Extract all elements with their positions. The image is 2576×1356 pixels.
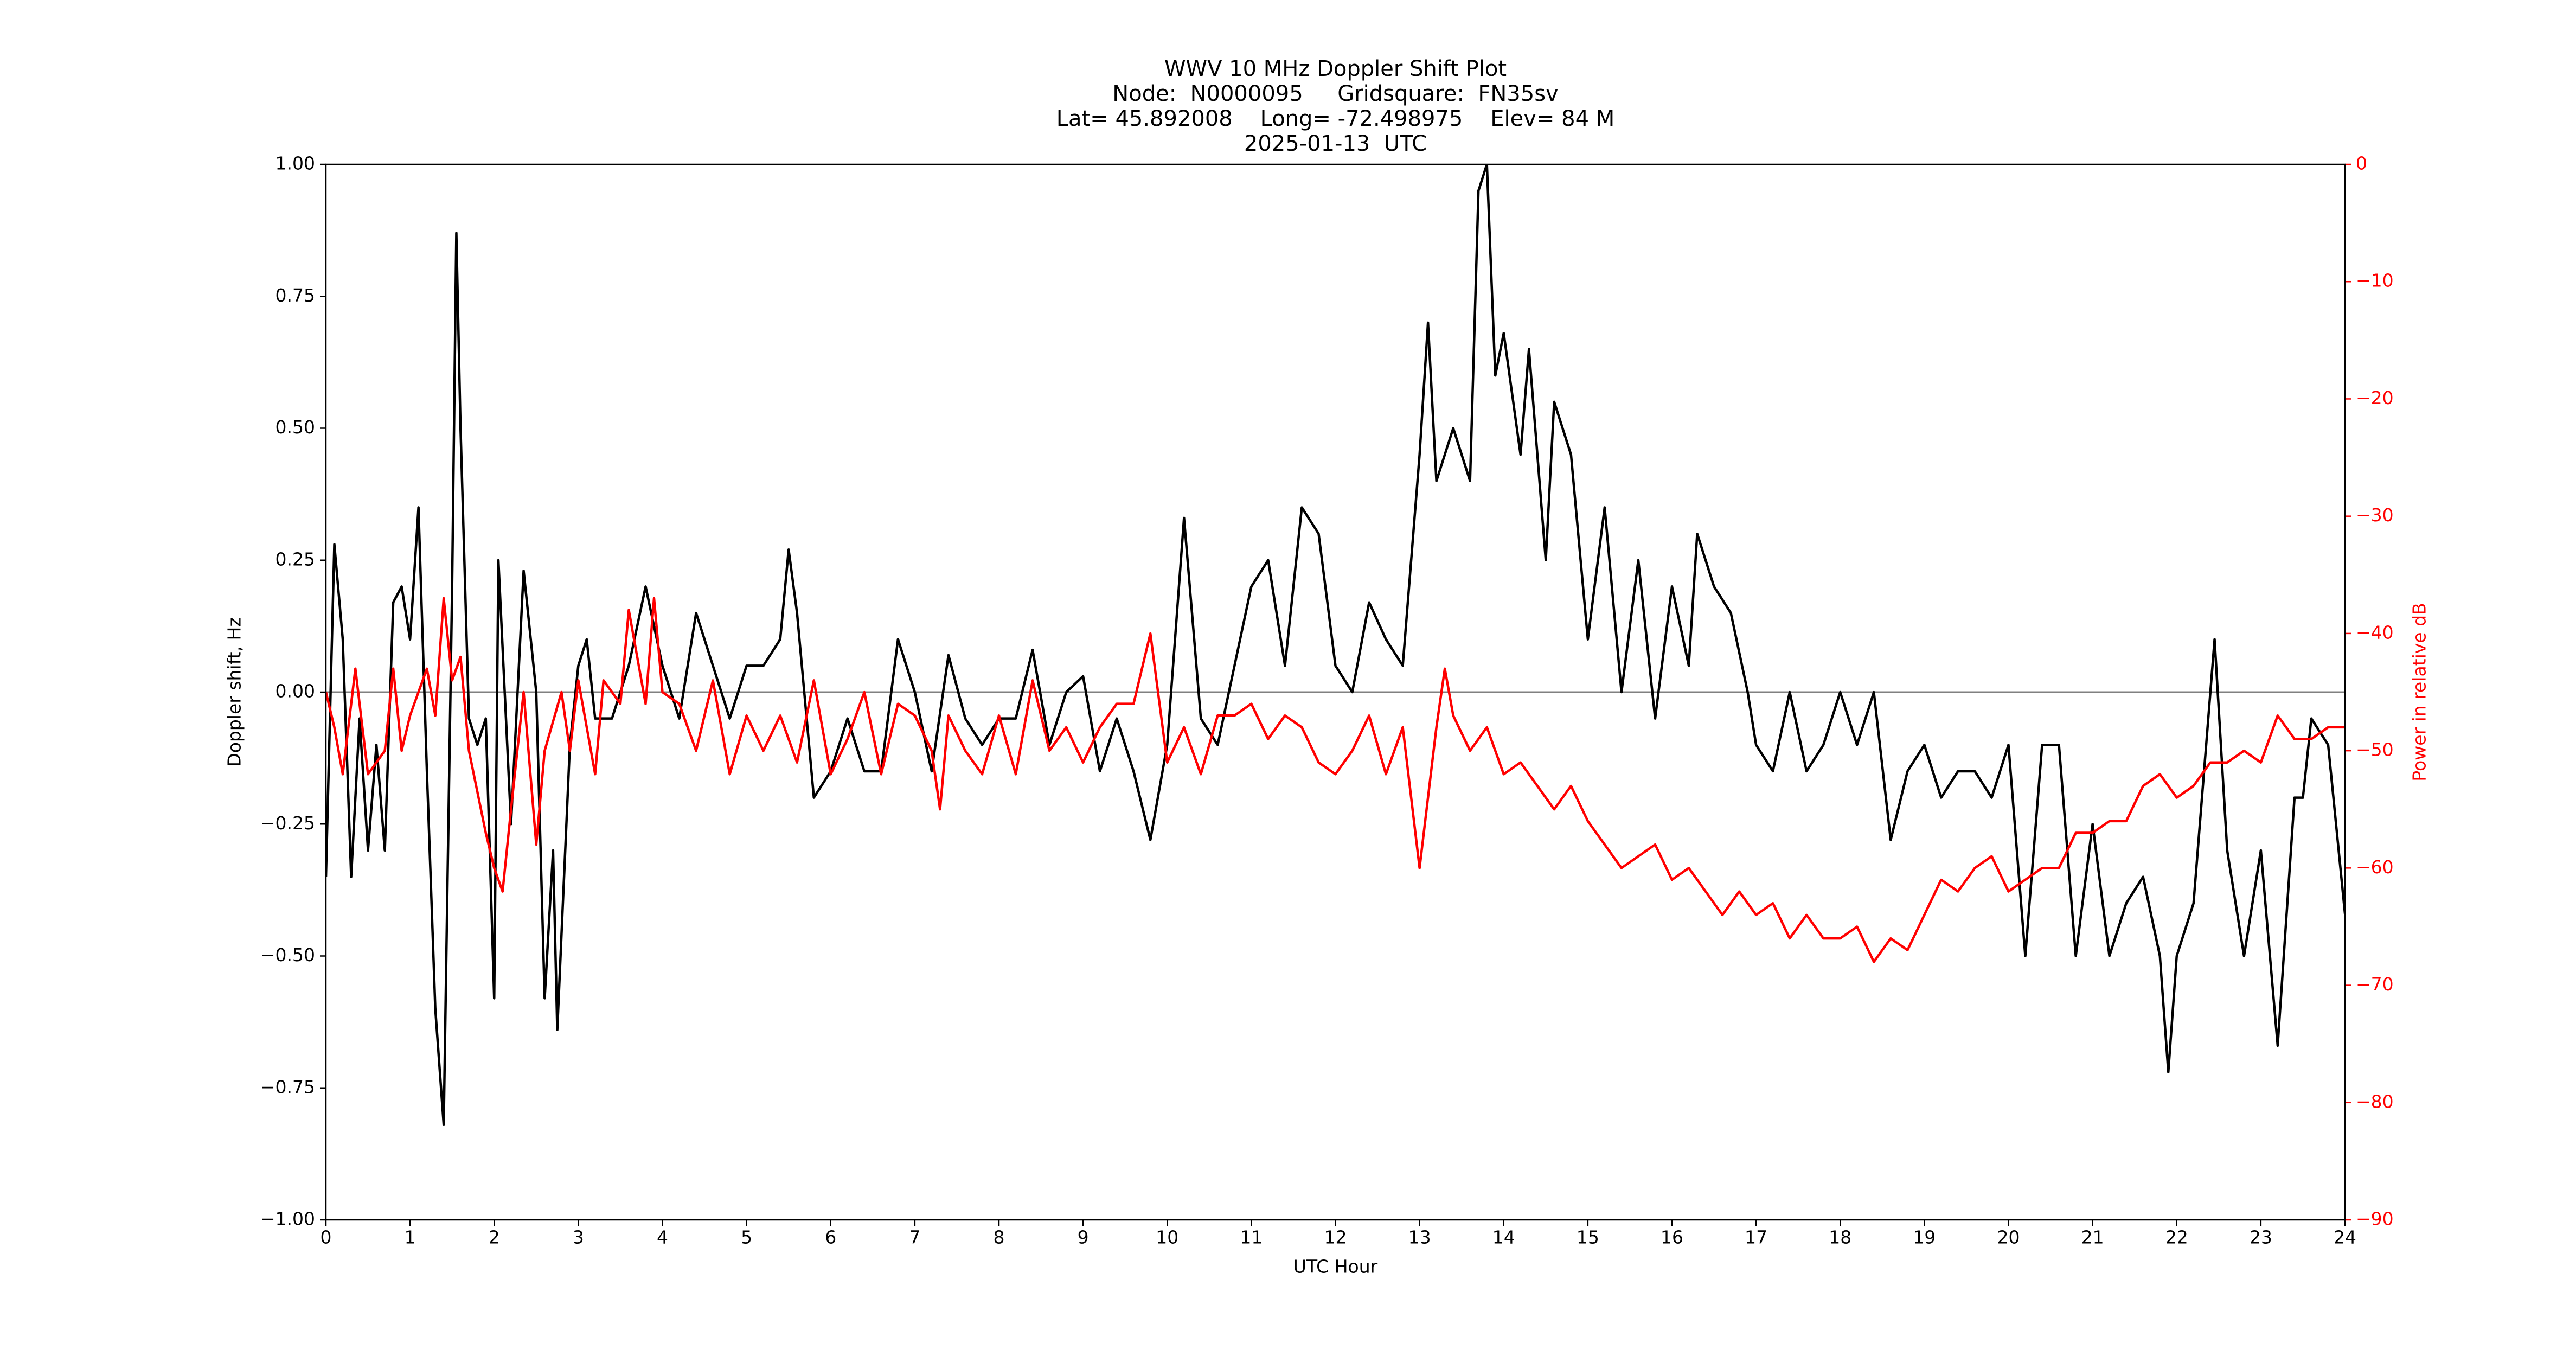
x-tick-label: 19 [1913,1227,1936,1248]
x-tick-label: 16 [1661,1227,1683,1248]
x-tick-label: 24 [2334,1227,2356,1248]
x-tick-label: 15 [1577,1227,1599,1248]
y-tick-label: −1.00 [260,1208,315,1230]
x-tick-label: 4 [657,1227,668,1248]
y2-tick-label: −10 [2356,270,2394,291]
x-tick-label: 7 [909,1227,920,1248]
x-tick-label: 18 [1829,1227,1851,1248]
x-tick-label: 17 [1745,1227,1767,1248]
x-tick-label: 3 [573,1227,584,1248]
chart-title: 2025-01-13 UTC [1244,131,1427,156]
series-line [326,597,2345,963]
y2-tick-label: −40 [2356,622,2394,643]
y-tick-label: 0.50 [275,417,315,438]
y-tick-label: −0.75 [260,1076,315,1097]
x-tick-label: 2 [489,1227,500,1248]
y2-axis-label: Power in relative dB [2409,603,2430,781]
x-tick-label: 21 [2081,1227,2104,1248]
y-tick-label: −0.50 [260,944,315,965]
x-tick-label: 14 [1492,1227,1515,1248]
x-tick-label: 8 [994,1227,1005,1248]
x-tick-label: 9 [1078,1227,1089,1248]
x-tick-label: 6 [825,1227,836,1248]
x-tick-label: 23 [2250,1227,2272,1248]
y-tick-label: 0.75 [275,285,315,306]
chart-title: Lat= 45.892008 Long= -72.498975 Elev= 84… [1056,106,1615,131]
y-tick-label: 0.00 [275,681,315,702]
y-tick-label: −0.25 [260,813,315,834]
y2-tick-label: −30 [2356,504,2394,526]
x-tick-label: 5 [741,1227,752,1248]
y-tick-label: 0.25 [275,548,315,570]
x-tick-label: 22 [2165,1227,2188,1248]
y2-tick-label: −80 [2356,1091,2394,1112]
x-tick-label: 1 [405,1227,416,1248]
x-axis-label: UTC Hour [1293,1256,1378,1277]
y-tick-label: 1.00 [275,153,315,174]
y2-tick-label: 0 [2356,153,2367,174]
plot-frame [325,163,2346,1221]
x-tick-label: 0 [321,1227,332,1248]
y2-tick-label: −70 [2356,974,2394,995]
y2-tick-label: −90 [2356,1208,2394,1230]
y2-tick-label: −50 [2356,739,2394,760]
x-tick-label: 11 [1240,1227,1263,1248]
series-line [326,164,2345,1127]
x-tick-label: 13 [1408,1227,1431,1248]
y-axis-label: Doppler shift, Hz [224,617,245,766]
x-tick-label: 10 [1156,1227,1178,1248]
y2-tick-label: −20 [2356,387,2394,408]
x-tick-label: 12 [1324,1227,1347,1248]
chart-title: WWV 10 MHz Doppler Shift Plot [1164,56,1507,81]
x-tick-label: 20 [1997,1227,2020,1248]
y2-tick-label: −60 [2356,856,2394,878]
chart-title: Node: N0000095 Gridsquare: FN35sv [1112,81,1558,106]
